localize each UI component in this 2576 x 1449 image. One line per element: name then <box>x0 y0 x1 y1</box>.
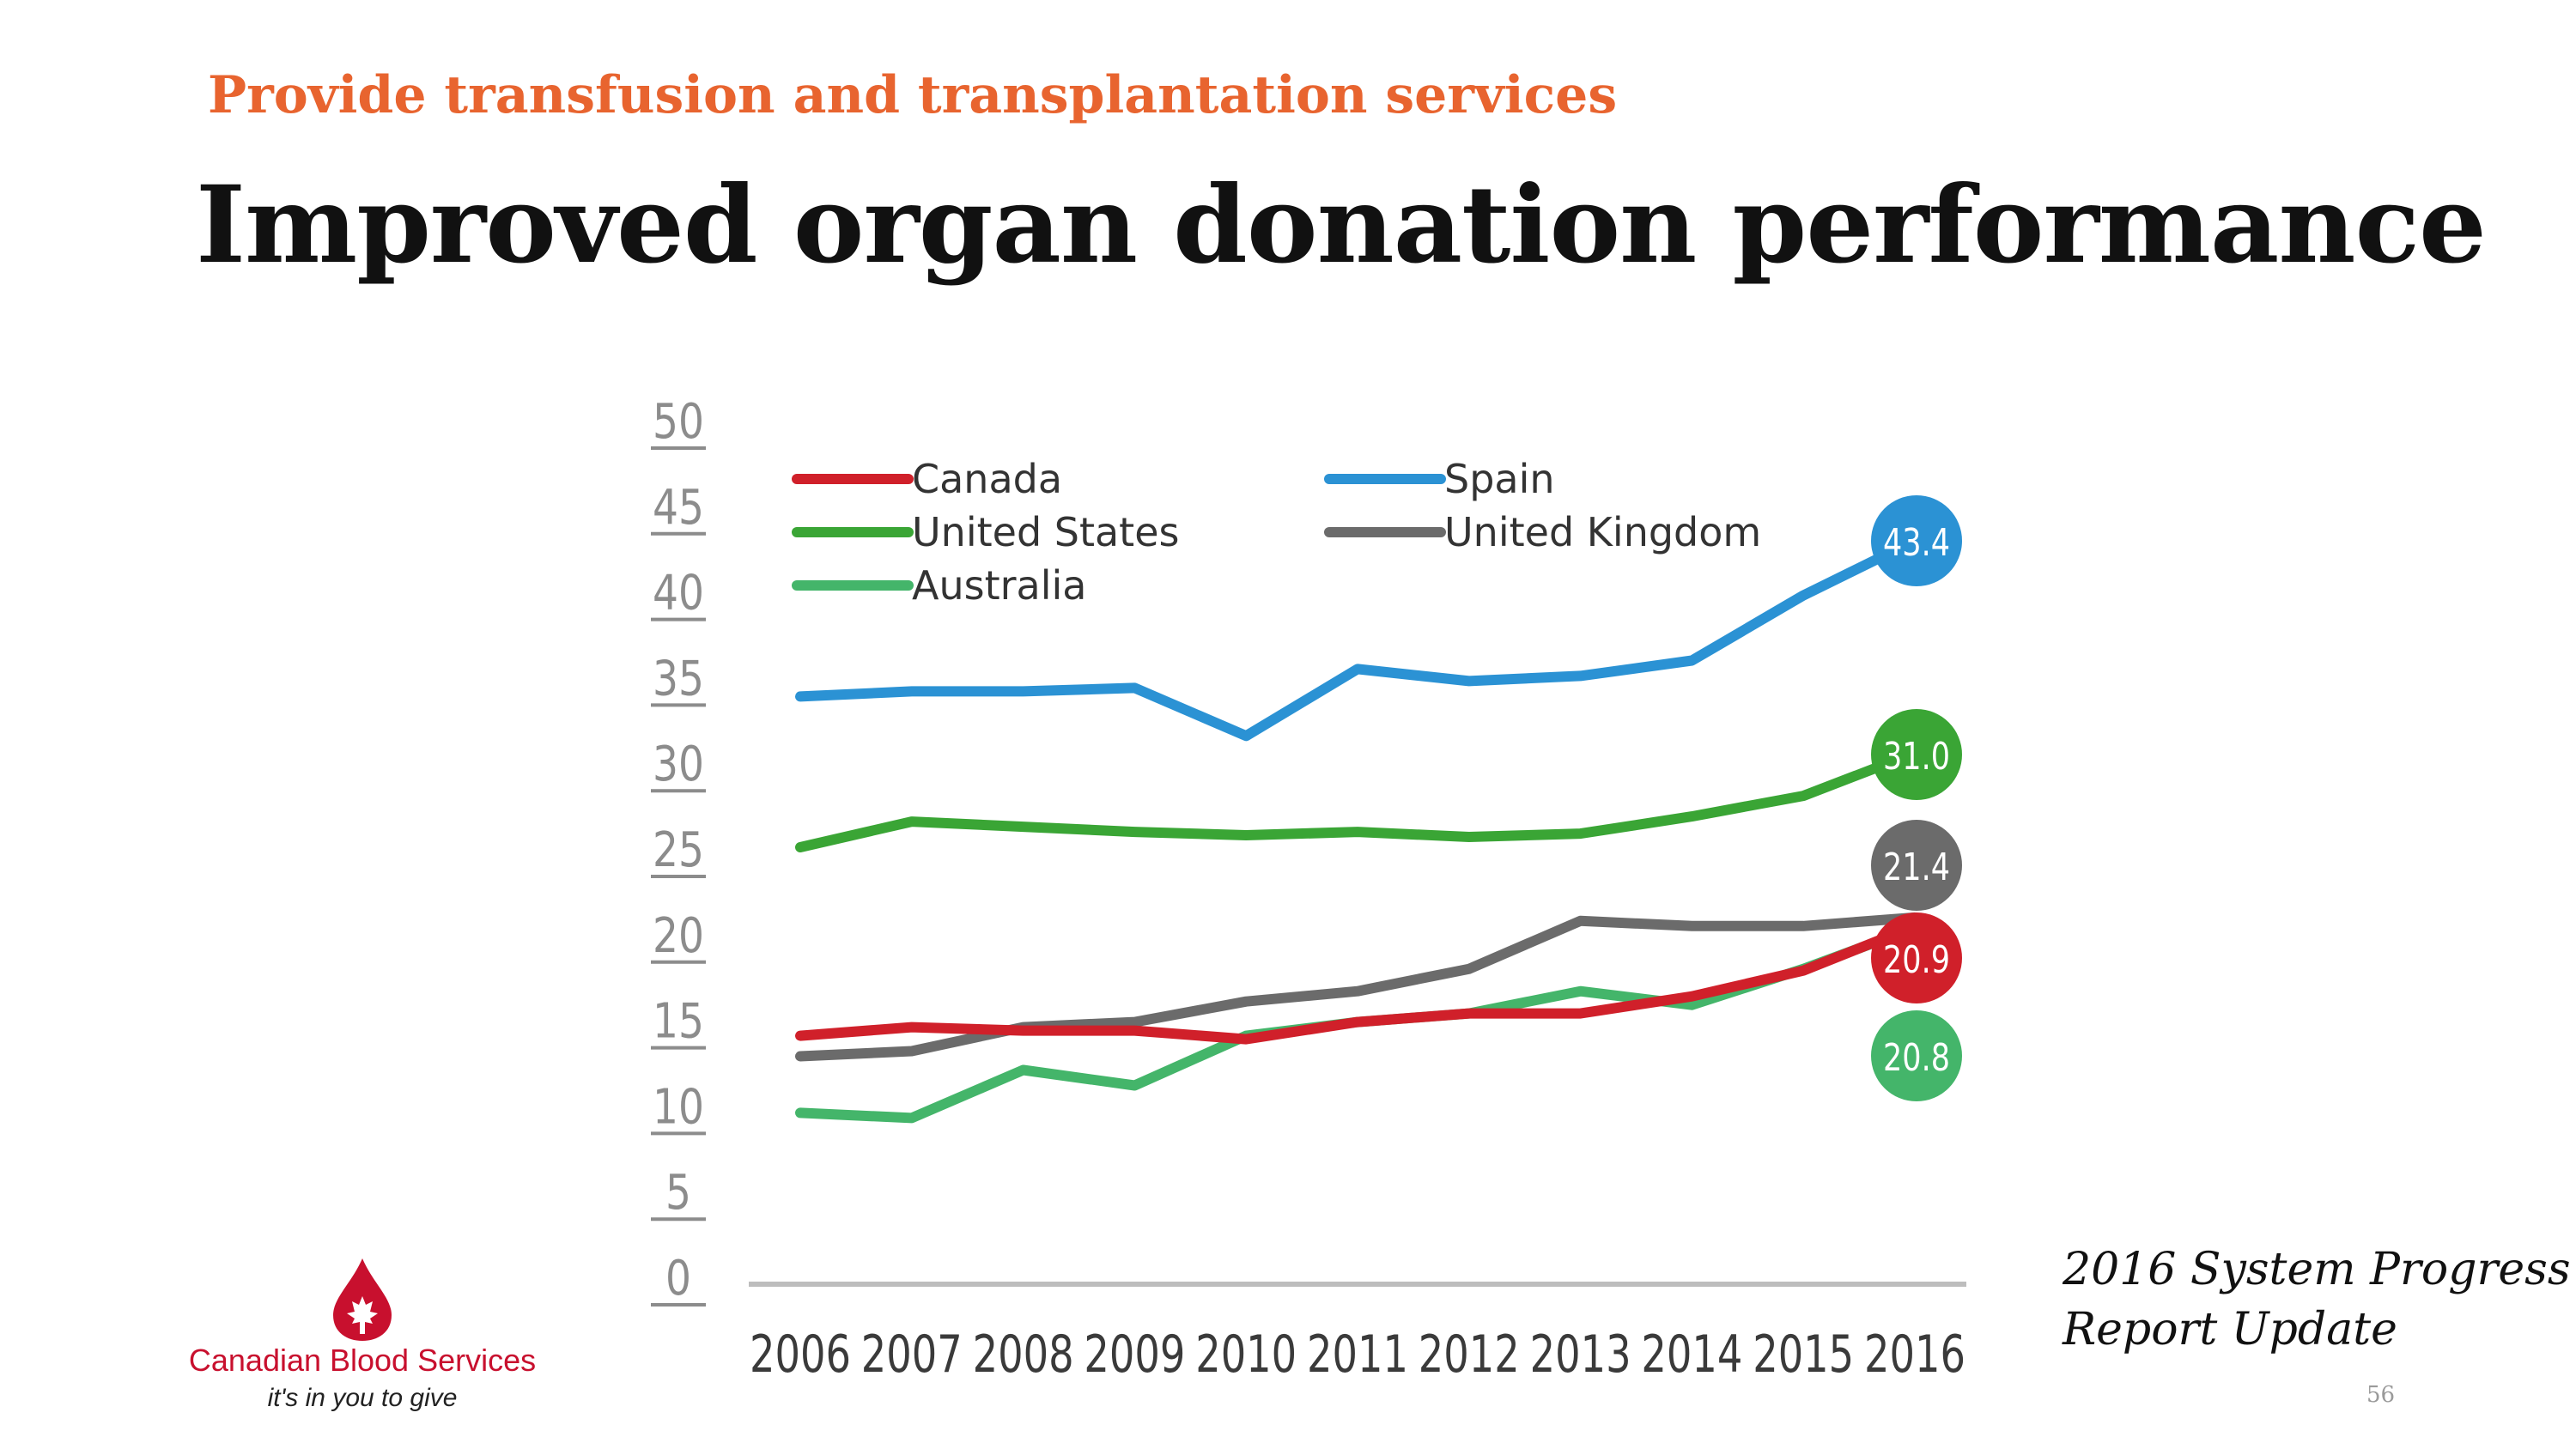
y-tick-label: 10 <box>653 1079 704 1135</box>
y-tick-label: 35 <box>653 651 704 706</box>
x-tick-label: 2010 <box>1195 1325 1297 1385</box>
x-tick-label: 2015 <box>1753 1325 1854 1385</box>
x-tick-label: 2008 <box>973 1325 1074 1385</box>
end-value-bubble-united-kingdom <box>1871 820 1962 911</box>
report-caption-line-2: Report Update <box>2063 1304 2397 1355</box>
page-title: Improved organ donation performance <box>196 163 2487 288</box>
x-tick-label: 2013 <box>1530 1325 1631 1385</box>
section-subtitle: Provide transfusion and transplantation … <box>208 65 1618 125</box>
x-tick-label: 2016 <box>1864 1325 1965 1385</box>
end-value-label-united-states: 31.0 <box>1883 735 1950 779</box>
page-number: 56 <box>2366 1382 2396 1408</box>
y-tick-label: 45 <box>653 480 704 536</box>
x-tick-label: 2011 <box>1307 1325 1408 1385</box>
legend-label-australia: Australia <box>912 562 1086 609</box>
series-line-canada <box>795 920 1920 1045</box>
end-value-bubble-australia <box>1871 1010 1962 1101</box>
end-value-bubble-united-states <box>1871 709 1962 800</box>
y-tick-label: 40 <box>653 566 704 621</box>
end-value-label-australia: 20.8 <box>1883 1036 1950 1080</box>
report-caption: 2016 System Progress Report Update <box>2063 1240 2571 1360</box>
legend-label-united-kingdom: United Kingdom <box>1444 509 1761 555</box>
canadian-blood-services-logo: Canadian Blood Services it's in you to g… <box>182 1257 543 1428</box>
end-value-bubble-spain <box>1871 495 1962 586</box>
x-tick-label: 2009 <box>1084 1325 1185 1385</box>
y-tick-label: 5 <box>665 1165 691 1221</box>
end-value-label-canada: 20.9 <box>1883 938 1950 982</box>
y-tick-label: 25 <box>653 822 704 878</box>
y-tick-label: 0 <box>665 1251 691 1307</box>
report-caption-line-1: 2016 System Progress <box>2063 1244 2571 1295</box>
y-tick-label: 30 <box>653 737 704 792</box>
legend-label-spain: Spain <box>1444 456 1555 502</box>
end-value-bubble-canada <box>1871 912 1962 1003</box>
y-tick-label: 20 <box>653 908 704 964</box>
end-value-label-spain: 43.4 <box>1883 521 1950 565</box>
x-tick-label: 2014 <box>1641 1325 1742 1385</box>
x-tick-label: 2007 <box>861 1325 963 1385</box>
end-value-label-united-kingdom: 21.4 <box>1883 846 1950 889</box>
x-tick-label: 2012 <box>1419 1325 1520 1385</box>
logo-name: Canadian Blood Services <box>188 1343 537 1378</box>
logo-tagline: it's in you to give <box>267 1384 458 1412</box>
y-tick-label: 15 <box>653 994 704 1050</box>
series-line-united-kingdom <box>795 912 1920 1062</box>
x-tick-label: 2006 <box>750 1325 851 1385</box>
legend-label-canada: Canada <box>912 456 1062 502</box>
series-line-spain <box>795 535 1920 742</box>
blood-drop-maple-leaf-icon <box>333 1258 392 1341</box>
legend-label-united-states: United States <box>912 509 1180 555</box>
y-tick-label: 50 <box>653 394 704 450</box>
series-line-united-states <box>795 748 1920 852</box>
